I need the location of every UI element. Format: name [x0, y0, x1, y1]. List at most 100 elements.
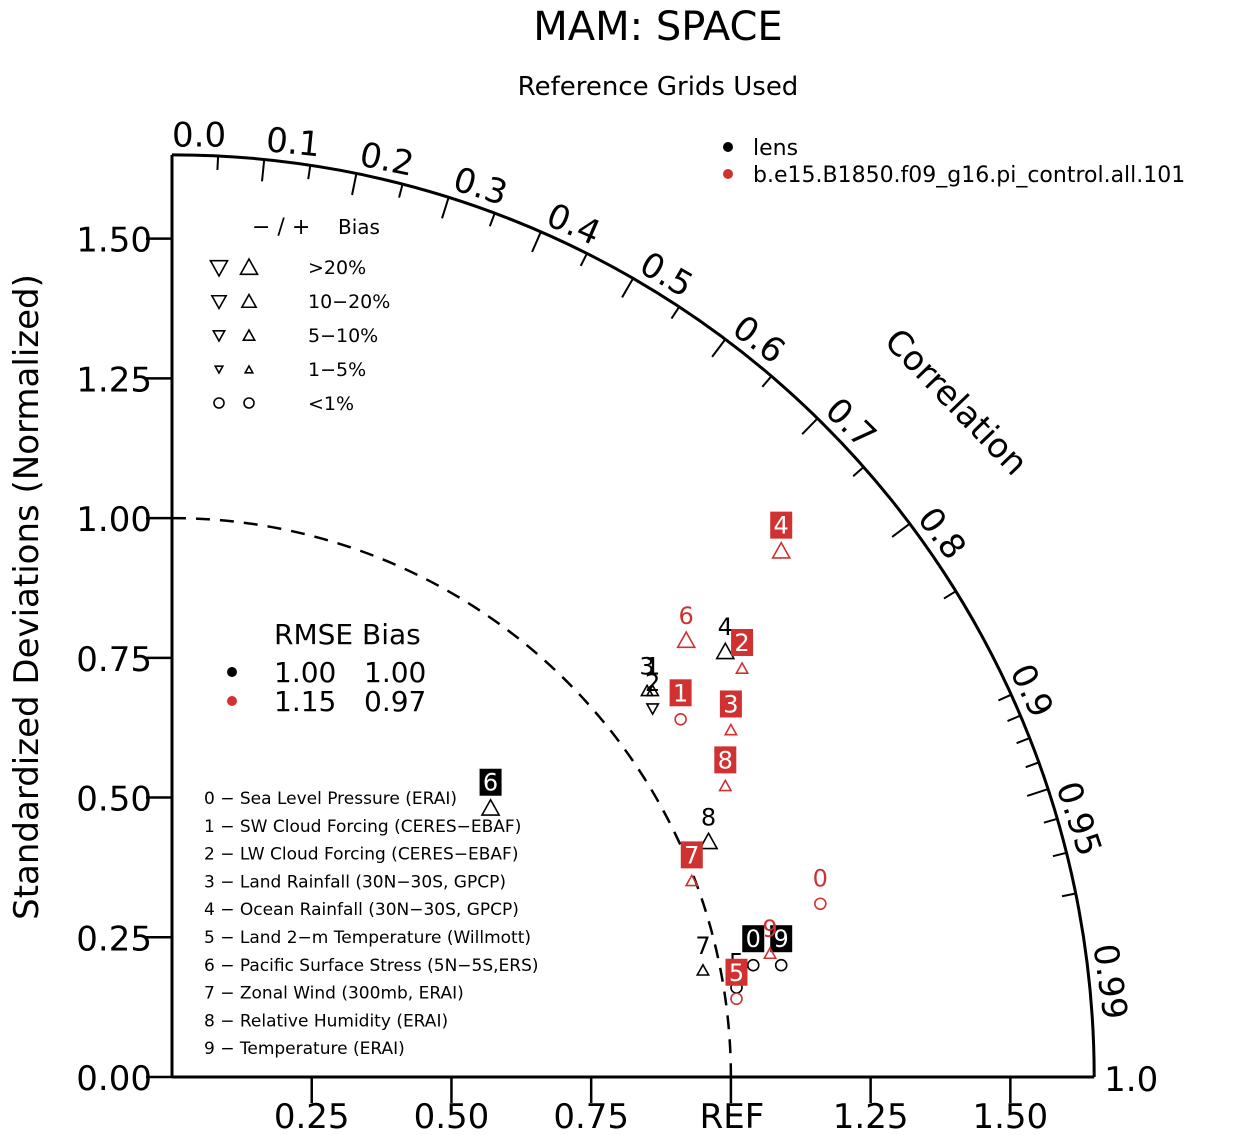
ref-label: REF — [700, 1097, 765, 1135]
bias-legend-tri-down — [210, 294, 228, 311]
point-label: 0 — [813, 865, 828, 893]
point-label-box — [742, 925, 765, 953]
point-label: 8 — [718, 746, 733, 774]
series-legend-dot — [723, 169, 733, 179]
variable-legend: 0 − Sea Level Pressure (ERAI) 1 − SW Clou… — [204, 789, 539, 1059]
point-label: 7 — [684, 841, 699, 869]
bias-legend-tri-up — [243, 364, 255, 374]
point-label: 3 — [639, 652, 654, 680]
bias-legend-circle-neg — [213, 397, 225, 409]
point-label: 4 — [774, 512, 789, 540]
point-label: 6 — [679, 602, 694, 630]
correlation-tick — [216, 155, 220, 171]
variable-legend-item: 9 − Temperature (ERAI) — [204, 1039, 405, 1059]
y-tick-label: 1.00 — [76, 500, 152, 540]
rmse-legend-dot — [227, 667, 237, 677]
axes — [146, 153, 1096, 1103]
point-marker — [480, 798, 501, 816]
bias-legend-tri-down — [209, 259, 229, 278]
point-label: 3 — [723, 690, 738, 718]
correlation-tick — [1016, 737, 1030, 745]
point-marker — [746, 958, 760, 972]
point-label: 1 — [645, 652, 660, 680]
bias-legend: − / + Bias >20% 10−20% 5−10% 1−5% <1% — [209, 215, 390, 415]
correlation-tick — [711, 338, 727, 358]
point-marker — [684, 873, 699, 887]
point-label-box — [714, 746, 737, 774]
correlation-tick — [1026, 788, 1049, 797]
reference-arc — [171, 516, 733, 1078]
point-label: 7 — [695, 932, 710, 960]
x-tick-label: 0.50 — [414, 1097, 490, 1135]
point-label: 2 — [734, 629, 749, 657]
rmse-legend-rmse: 1.15 — [274, 685, 336, 718]
bias-legend-label: 1−5% — [308, 359, 366, 381]
correlation-tick — [1061, 892, 1076, 898]
correlation-tick — [621, 277, 634, 298]
correlation-tick — [801, 417, 819, 435]
y-tick-label: 0.75 — [76, 640, 152, 680]
bias-legend-tri-up — [241, 328, 257, 342]
correlation-label: 0.2 — [356, 135, 417, 185]
point-marker — [718, 778, 733, 792]
correlation-tick — [852, 466, 865, 478]
bias-legend-header: Bias — [338, 215, 380, 239]
series-legend-label: lens — [753, 136, 798, 161]
correlation-tick — [579, 253, 588, 267]
y-tick-label: 0.25 — [76, 919, 152, 959]
x-tick-label: 0.75 — [553, 1097, 629, 1135]
variable-legend-item: 5 − Land 2−m Temperature (Willmott) — [204, 928, 531, 948]
x-tick-label: 0.25 — [274, 1097, 350, 1135]
point-label-box — [770, 925, 793, 953]
point-label-box — [680, 841, 703, 869]
point-marker — [698, 831, 719, 850]
outer-arc — [171, 153, 1096, 1078]
rmse-legend: RMSE Bias 1.00 1.001.15 0.97 — [227, 618, 426, 718]
bias-legend-tri-down — [211, 329, 227, 343]
correlation-tick — [441, 196, 450, 219]
correlation-tick — [670, 306, 681, 320]
chart-title: MAM: SPACE — [533, 4, 782, 50]
correlation-tick — [488, 212, 496, 227]
bias-legend-signs: − / + — [252, 215, 310, 240]
correlation-label: 0.5 — [633, 244, 700, 306]
bias-legend-label: 10−20% — [308, 291, 390, 313]
bias-legend-label: <1% — [308, 393, 354, 415]
rmse-legend-bias: 1.00 — [364, 656, 426, 689]
correlation-label: 1.0 — [1104, 1060, 1158, 1100]
point-marker — [640, 683, 655, 697]
bias-legend-tri-up — [240, 292, 258, 309]
variable-legend-item: 1 − SW Cloud Forcing (CERES−EBAF) — [204, 817, 521, 837]
correlation-label: 0.3 — [449, 160, 513, 214]
point-marker — [762, 946, 778, 960]
x-tick-label: 1.25 — [833, 1097, 909, 1135]
point-marker — [735, 661, 750, 675]
correlation-label: 0.4 — [541, 196, 607, 254]
point-label: 8 — [701, 803, 716, 831]
variable-legend-item: 7 − Zonal Wind (300mb, ERAI) — [204, 984, 464, 1004]
point-label-box — [725, 958, 748, 986]
correlation-tick — [891, 522, 911, 538]
variable-legend-item: 8 − Relative Humidity (ERAI) — [204, 1011, 448, 1031]
y-tick-label: 1.50 — [76, 221, 152, 261]
point-marker — [774, 958, 788, 972]
bias-legend-tri-down — [213, 365, 225, 375]
correlation-label: Correlation — [876, 321, 1035, 484]
data-points: 01234567890123456789 — [479, 512, 828, 1006]
correlation-tick — [351, 173, 358, 196]
correlation-label: 0.0 — [172, 115, 226, 155]
bias-legend-label: 5−10% — [308, 325, 378, 347]
variable-legend-item: 0 − Sea Level Pressure (ERAI) — [204, 789, 457, 809]
correlation-tick — [1025, 761, 1040, 769]
y-axis-label: Standardized Deviations (Normalized) — [7, 274, 47, 920]
point-marker — [676, 630, 697, 649]
point-label-box — [479, 768, 502, 796]
point-label: 6 — [483, 769, 498, 797]
correlation-tick — [261, 159, 266, 182]
correlation-tick — [307, 165, 312, 180]
series-legend-label: b.e15.B1850.f09_g16.pi_control.all.101 — [753, 163, 1185, 188]
tick-labels: 0.000.250.500.751.001.251.500.25 0.50 0.75… — [76, 115, 1158, 1135]
point-marker — [695, 963, 711, 976]
